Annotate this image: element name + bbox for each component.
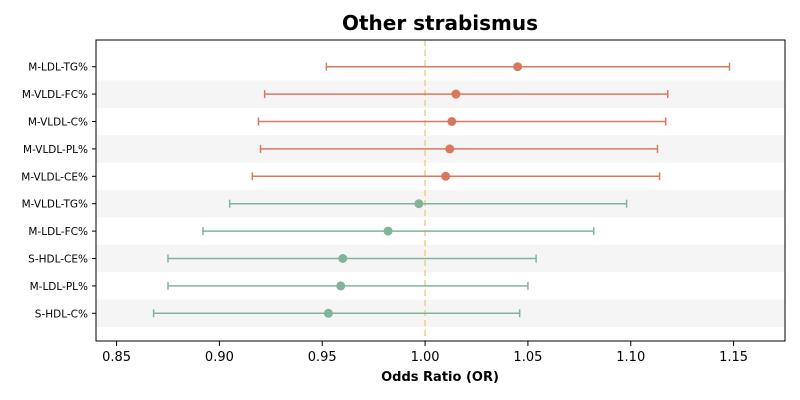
or-point [447, 117, 457, 126]
forest-marks [152, 62, 731, 318]
x-tick-label: 1.10 [616, 350, 645, 365]
y-tick-label: S-HDL-C% [35, 308, 88, 320]
or-point [336, 281, 346, 291]
x-axis-label: Odds Ratio (OR) [381, 370, 499, 385]
y-axis-ticks: M-LDL-TG% M-VLDL-FC% M-VLDL-C% M-VLDL-PL% M-… [21, 62, 96, 320]
forest-row [167, 254, 537, 263]
forest-row [228, 199, 628, 209]
y-tick-label: M-LDL-TG% [28, 62, 88, 74]
or-point [445, 144, 455, 154]
y-tick-label: M-VLDL-FC% [22, 89, 88, 101]
y-tick-label: M-VLDL-TG% [22, 199, 88, 211]
or-point [323, 308, 333, 318]
x-tick-label: 1.15 [719, 350, 748, 365]
y-tick-label: M-VLDL-CE% [21, 171, 88, 183]
y-tick-label: M-LDL-FC% [28, 226, 88, 238]
y-tick-label: M-VLDL-PL% [23, 144, 88, 156]
x-tick-label: 0.95 [308, 350, 337, 365]
forest-row [167, 281, 529, 291]
y-tick-label: M-VLDL-C% [28, 117, 88, 129]
or-point [338, 254, 348, 263]
x-axis-ticks: 0.85 0.90 0.95 1.00 1.05 1.10 1.15 [102, 341, 748, 365]
x-tick-label: 1.05 [513, 350, 542, 365]
or-point [414, 199, 424, 209]
forest-row [152, 308, 521, 318]
x-tick-label: 0.85 [102, 350, 131, 365]
or-point [383, 226, 393, 236]
or-point [451, 89, 461, 99]
or-point [441, 171, 451, 181]
forest-row [257, 117, 667, 126]
forest-row [251, 171, 661, 181]
x-tick-label: 0.90 [205, 350, 234, 365]
plot-frame [95, 39, 786, 342]
y-tick-label: S-HDL-CE% [28, 254, 88, 266]
forest-row [202, 226, 595, 236]
or-point [513, 62, 523, 72]
y-tick-label: M-LDL-PL% [30, 281, 88, 293]
x-tick-label: 1.00 [411, 350, 440, 365]
forest-row [259, 144, 659, 154]
forest-row [263, 89, 669, 99]
chart-title: Other strabismus [342, 11, 538, 35]
forest-row [325, 62, 731, 72]
